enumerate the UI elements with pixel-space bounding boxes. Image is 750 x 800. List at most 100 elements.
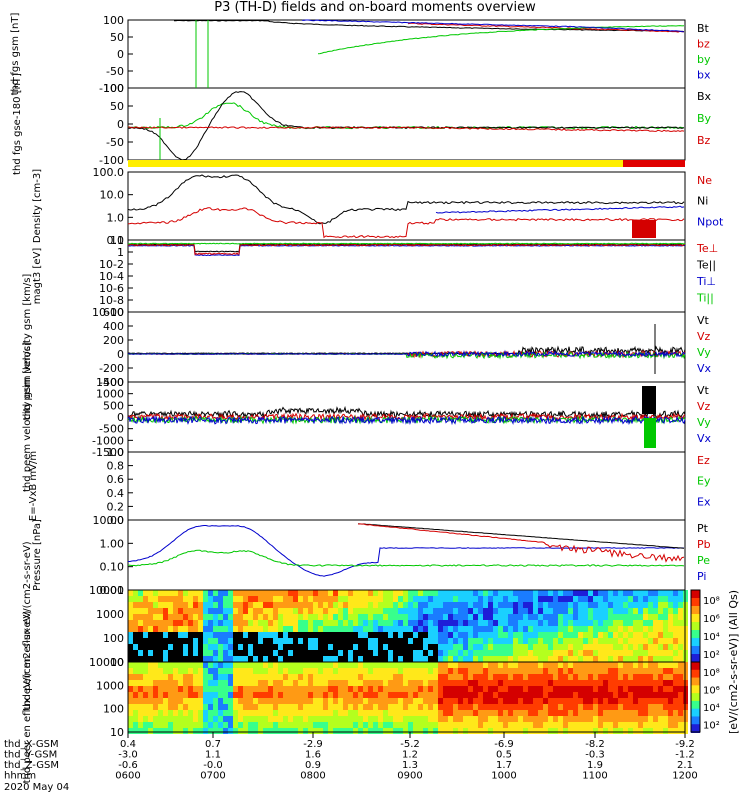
spectrogram-cell [418,728,423,734]
spectrogram-cell [153,674,158,680]
spectrogram-cell [298,692,303,698]
spectrogram-cell [343,728,348,734]
x-tick-label: -2.9 [303,739,323,750]
spectrogram-cell [558,608,563,614]
spectrogram-cell [358,596,363,602]
spectrogram-cell [368,602,373,608]
spectrogram-cell [523,704,528,710]
spectrogram-cell [493,656,498,662]
spectrogram-cell [548,590,553,596]
spectrogram-cell [468,692,473,698]
spectrogram-cell [648,680,653,686]
spectrogram-cell [298,620,303,626]
spectrogram-cell [653,626,658,632]
spectrogram-cell [363,620,368,626]
spectrogram-cell [308,698,313,704]
spectrogram-cell [343,590,348,596]
spectrogram-cell [188,590,193,596]
spectrogram-cell [128,716,133,722]
spectrogram-cell [353,686,358,692]
spectrogram-cell [163,620,168,626]
spectrogram-cell [573,656,578,662]
spectrogram-cell [528,674,533,680]
spectrogram-cell [228,728,233,734]
spectrogram-cell [668,602,673,608]
spectrogram-cell [213,596,218,602]
spectrogram-cell [423,620,428,626]
spectrogram-cell [268,656,273,662]
spectrogram-cell [303,704,308,710]
spectrogram-cell [593,668,598,674]
spectrogram-cell [558,632,563,638]
spectrogram-cell [643,608,648,614]
spectrogram-cell [438,602,443,608]
spectrogram-cell [283,674,288,680]
y-axis-label: thd peim velocity gsm [km/s] [22,274,33,421]
spectrogram-cell [183,608,188,614]
spectrogram-cell [263,686,268,692]
spectrogram-cell [583,680,588,686]
spectrogram-cell [278,698,283,704]
spectrogram-cell [473,608,478,614]
spectrogram-cell [638,686,643,692]
spectrogram-cell [633,626,638,632]
spectrogram-cell [503,626,508,632]
spectrogram-cell [128,698,133,704]
spectrogram-cell [663,728,668,734]
spectrogram-cell [198,704,203,710]
x-axis-row-label: thd_Y-GSM [4,750,57,761]
spectrogram-cell [368,704,373,710]
spectrogram-cell [543,656,548,662]
spectrogram-cell [138,614,143,620]
spectrogram-cell [358,680,363,686]
spectrogram-cell [408,620,413,626]
spectrogram-cell [458,674,463,680]
spectrogram-cell [308,644,313,650]
spectrogram-cell [668,662,673,668]
spectrogram-cell [153,686,158,692]
spectrogram-cell [173,638,178,644]
spectrogram-cell [373,668,378,674]
spectrogram-cell [663,686,668,692]
spectrogram-cell [513,680,518,686]
spectrogram-cell [243,674,248,680]
spectrogram-cell [568,596,573,602]
spectrogram-cell [663,656,668,662]
spectrogram-cell [638,710,643,716]
spectrogram-cell [633,722,638,728]
spectrogram-cell [383,638,388,644]
spectrogram-cell [128,620,133,626]
spectrogram-cell [163,686,168,692]
spectrogram-cell [433,680,438,686]
spectrogram-cell [223,668,228,674]
spectrogram-cell [468,710,473,716]
spectrogram-cell [343,644,348,650]
spectrogram-cell [293,614,298,620]
spectrogram-cell [628,602,633,608]
spectrogram-cell [618,662,623,668]
spectrogram-cell [288,644,293,650]
spectrogram-cell [528,728,533,734]
spectrogram-cell [533,650,538,656]
spectrogram-cell [168,716,173,722]
y-tick-label: 0.2 [107,500,125,513]
spectrogram-cell [533,710,538,716]
spectrogram-cell [273,608,278,614]
mode-bar-red [623,160,685,167]
spectrogram-cell [133,614,138,620]
spectrogram-cell [213,686,218,692]
spectrogram-cell [568,716,573,722]
spectrogram-cell [148,728,153,734]
spectrogram-cell [278,668,283,674]
series-Te|| [128,243,686,253]
spectrogram-cell [208,626,213,632]
spectrogram-cell [263,626,268,632]
spectrogram-cell [283,662,288,668]
spectrogram-cell [273,662,278,668]
spectrogram-cell [513,722,518,728]
spectrogram-cell [138,596,143,602]
spectrogram-cell [653,590,658,596]
spectrogram-cell [653,668,658,674]
spectrogram-cell [428,710,433,716]
spectrogram-cell [418,644,423,650]
